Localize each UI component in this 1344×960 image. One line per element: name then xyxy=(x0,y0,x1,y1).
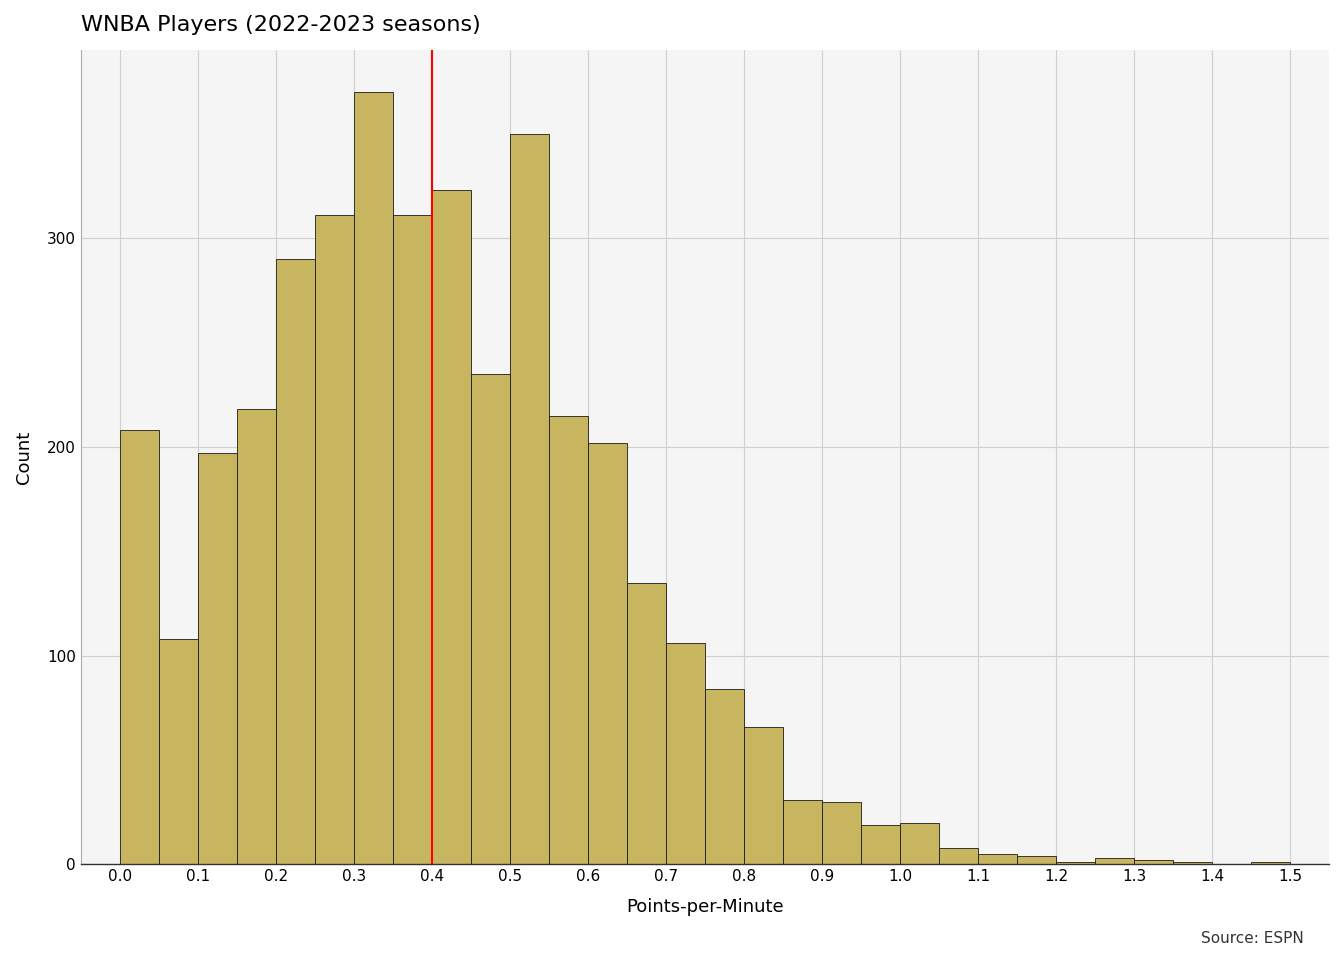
Bar xyxy=(1251,862,1290,864)
Bar xyxy=(1095,858,1134,864)
Bar xyxy=(198,453,237,864)
Y-axis label: Count: Count xyxy=(15,431,34,484)
Bar xyxy=(704,689,743,864)
Bar xyxy=(862,825,900,864)
Bar xyxy=(587,443,626,864)
Bar xyxy=(120,430,159,864)
Bar xyxy=(431,190,470,864)
Bar xyxy=(743,727,784,864)
Bar xyxy=(784,800,823,864)
Bar xyxy=(276,259,314,864)
Bar xyxy=(392,215,431,864)
Bar xyxy=(626,583,665,864)
Bar xyxy=(978,854,1017,864)
Bar xyxy=(237,410,276,864)
Bar xyxy=(509,134,548,864)
Bar xyxy=(1134,860,1173,864)
Bar xyxy=(1017,856,1056,864)
Bar xyxy=(314,215,353,864)
Text: WNBA Players (2022-2023 seasons): WNBA Players (2022-2023 seasons) xyxy=(81,15,481,35)
Bar xyxy=(1173,862,1212,864)
Bar xyxy=(900,823,939,864)
Bar xyxy=(665,643,704,864)
Bar xyxy=(823,802,862,864)
Bar xyxy=(353,92,392,864)
X-axis label: Points-per-Minute: Points-per-Minute xyxy=(626,899,784,916)
Bar xyxy=(1056,862,1095,864)
Bar xyxy=(548,416,587,864)
Bar xyxy=(159,639,198,864)
Bar xyxy=(470,374,509,864)
Text: Source: ESPN: Source: ESPN xyxy=(1202,930,1304,946)
Bar xyxy=(939,848,978,864)
